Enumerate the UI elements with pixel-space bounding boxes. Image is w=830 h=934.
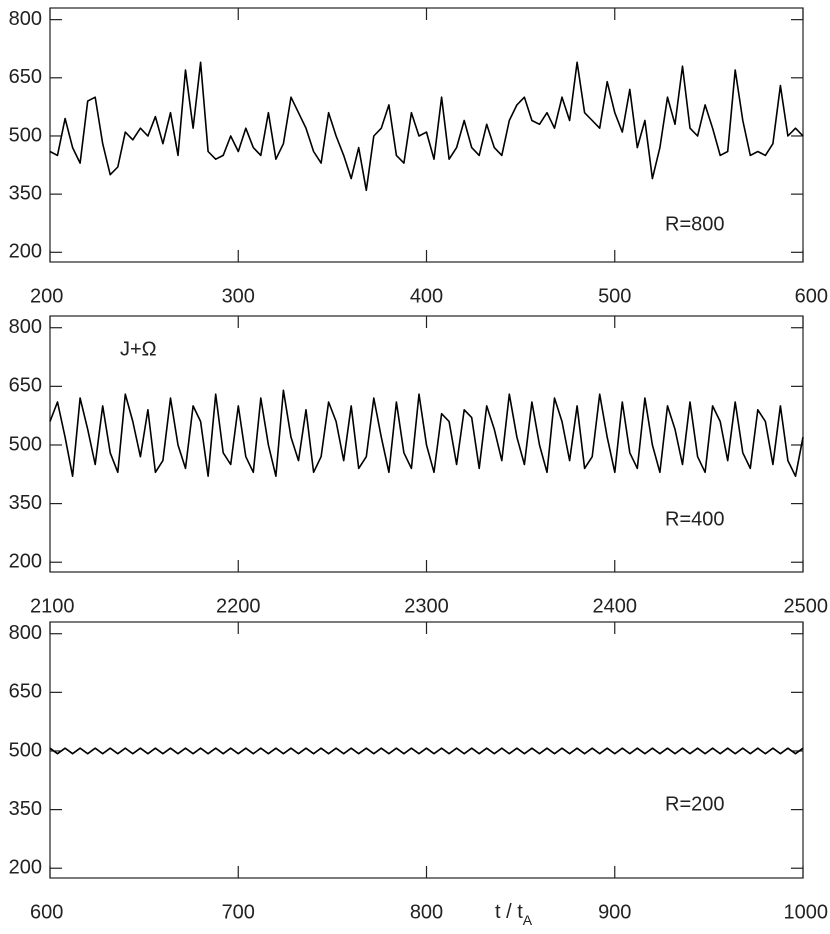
y-tick-label: 800	[9, 622, 42, 644]
y-tick-label: 350	[9, 492, 42, 514]
x-axis-label-main: t / t	[495, 901, 523, 923]
annotation: J+Ω	[120, 338, 157, 360]
x-tick-label: 300	[222, 285, 255, 307]
x-tick-label: 800	[410, 901, 443, 923]
y-tick-label: 800	[9, 8, 42, 30]
x-axis-label: t / tA	[495, 901, 533, 927]
x-tick-label: 900	[598, 901, 631, 923]
x-tick-label: 2200	[216, 595, 261, 617]
x-axis-label-sub: A	[523, 912, 533, 928]
data-line	[49, 61, 804, 192]
y-tick-label: 200	[9, 241, 42, 263]
x-tick-label: 2500	[784, 595, 829, 617]
x-tick-label: 700	[222, 901, 255, 923]
x-tick-label: 500	[598, 285, 631, 307]
x-tick-label: 2100	[30, 595, 75, 617]
y-tick-label: 650	[9, 66, 42, 88]
y-tick-label: 800	[9, 316, 42, 338]
y-tick-label: 650	[9, 681, 42, 703]
y-tick-label: 350	[9, 798, 42, 820]
x-tick-label: 2300	[404, 595, 449, 617]
annotation: R=800	[665, 213, 725, 235]
y-tick-label: 500	[9, 433, 42, 455]
x-tick-label: 1000	[784, 901, 829, 923]
data-line	[49, 747, 804, 755]
x-tick-label: 2400	[593, 595, 638, 617]
x-tick-label: 600	[30, 901, 63, 923]
plot-frame	[49, 621, 804, 879]
annotation: R=200	[665, 793, 725, 815]
y-tick-label: 650	[9, 375, 42, 397]
data-line	[49, 389, 804, 477]
y-tick-label: 200	[9, 551, 42, 573]
y-tick-label: 200	[9, 857, 42, 879]
annotation: R=400	[665, 508, 725, 530]
y-tick-label: 500	[9, 124, 42, 146]
y-tick-label: 500	[9, 739, 42, 761]
x-tick-label: 600	[795, 285, 828, 307]
y-tick-label: 350	[9, 182, 42, 204]
x-tick-label: 400	[410, 285, 443, 307]
x-tick-label: 200	[30, 285, 63, 307]
